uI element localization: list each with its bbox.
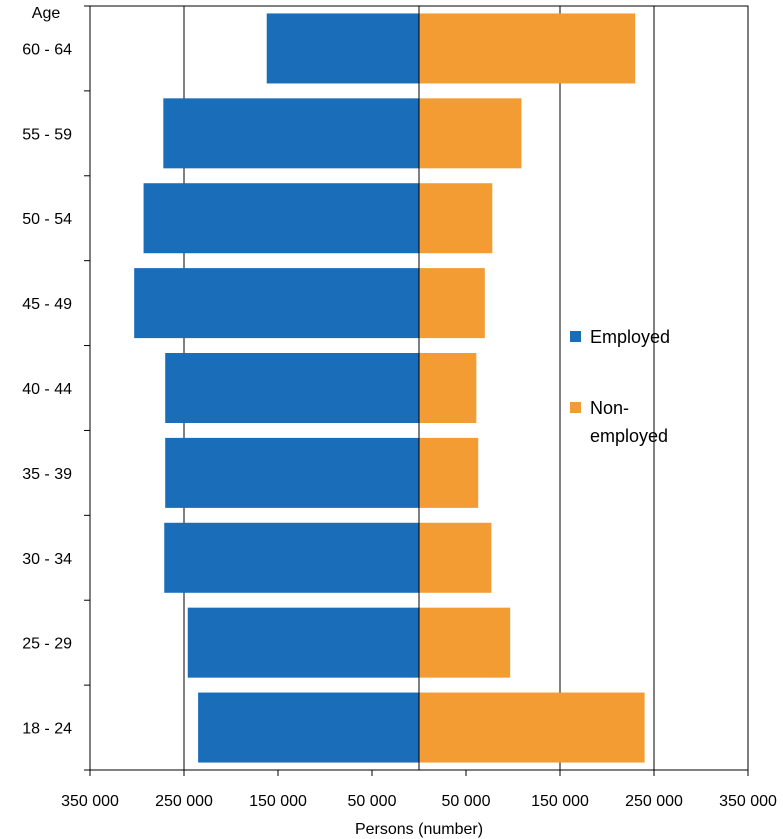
y-tick-label-8: 18 - 24 — [22, 721, 72, 738]
legend: Employed Non- employed — [570, 327, 670, 446]
bar-non-employed-0 — [419, 13, 636, 84]
bars — [134, 13, 645, 763]
y-tick-label-1: 55 - 59 — [22, 126, 72, 143]
bar-employed-5 — [165, 437, 419, 508]
legend-swatch-employed — [570, 331, 581, 342]
x-tick-label-7: 350 000 — [719, 793, 777, 810]
y-tick-label-6: 30 - 34 — [22, 551, 72, 568]
x-axis-title: Persons (number) — [355, 821, 483, 838]
bar-employed-4 — [165, 353, 419, 423]
y-axis-title: Age — [32, 5, 61, 22]
y-tick-labels: 60 - 64 55 - 59 50 - 54 45 - 49 40 - 44 35 - … — [22, 5, 90, 771]
legend-label-non-employed-line1: Non- — [590, 398, 629, 418]
bar-non-employed-2 — [419, 183, 493, 254]
legend-swatch-non-employed — [570, 402, 581, 413]
bar-employed-2 — [143, 183, 419, 254]
bar-employed-8 — [198, 692, 419, 763]
y-tick-label-5: 35 - 39 — [22, 466, 72, 483]
bar-employed-7 — [187, 607, 419, 678]
y-tick-label-2: 50 - 54 — [22, 211, 72, 228]
x-tick-label-5: 150 000 — [531, 793, 589, 810]
bar-non-employed-1 — [419, 98, 522, 169]
y-tick-label-4: 40 - 44 — [22, 381, 72, 398]
x-tick-label-3: 50 000 — [348, 793, 397, 810]
bar-non-employed-3 — [419, 268, 485, 339]
bar-employed-6 — [164, 522, 419, 593]
x-tick-label-2: 150 000 — [249, 793, 307, 810]
legend-label-employed: Employed — [590, 327, 670, 347]
x-tick-label-0: 350 000 — [61, 793, 119, 810]
bar-non-employed-4 — [419, 353, 477, 423]
x-tick-label-6: 250 000 — [625, 793, 683, 810]
y-tick-label-7: 25 - 29 — [22, 636, 72, 653]
bar-employed-0 — [266, 13, 419, 84]
x-tick-labels: 350 000 250 000 150 000 50 000 50 000 150 000… — [61, 770, 777, 810]
y-tick-label-0: 60 - 64 — [22, 41, 72, 58]
bar-non-employed-6 — [419, 522, 492, 593]
legend-label-non-employed-line2: employed — [590, 426, 668, 446]
y-tick-label-3: 45 - 49 — [22, 296, 72, 313]
x-tick-label-4: 50 000 — [442, 793, 491, 810]
bar-employed-1 — [163, 98, 419, 169]
bar-non-employed-8 — [419, 692, 645, 763]
bar-employed-3 — [134, 268, 419, 339]
x-tick-label-1: 250 000 — [155, 793, 213, 810]
bar-non-employed-7 — [419, 607, 511, 678]
bar-non-employed-5 — [419, 437, 479, 508]
